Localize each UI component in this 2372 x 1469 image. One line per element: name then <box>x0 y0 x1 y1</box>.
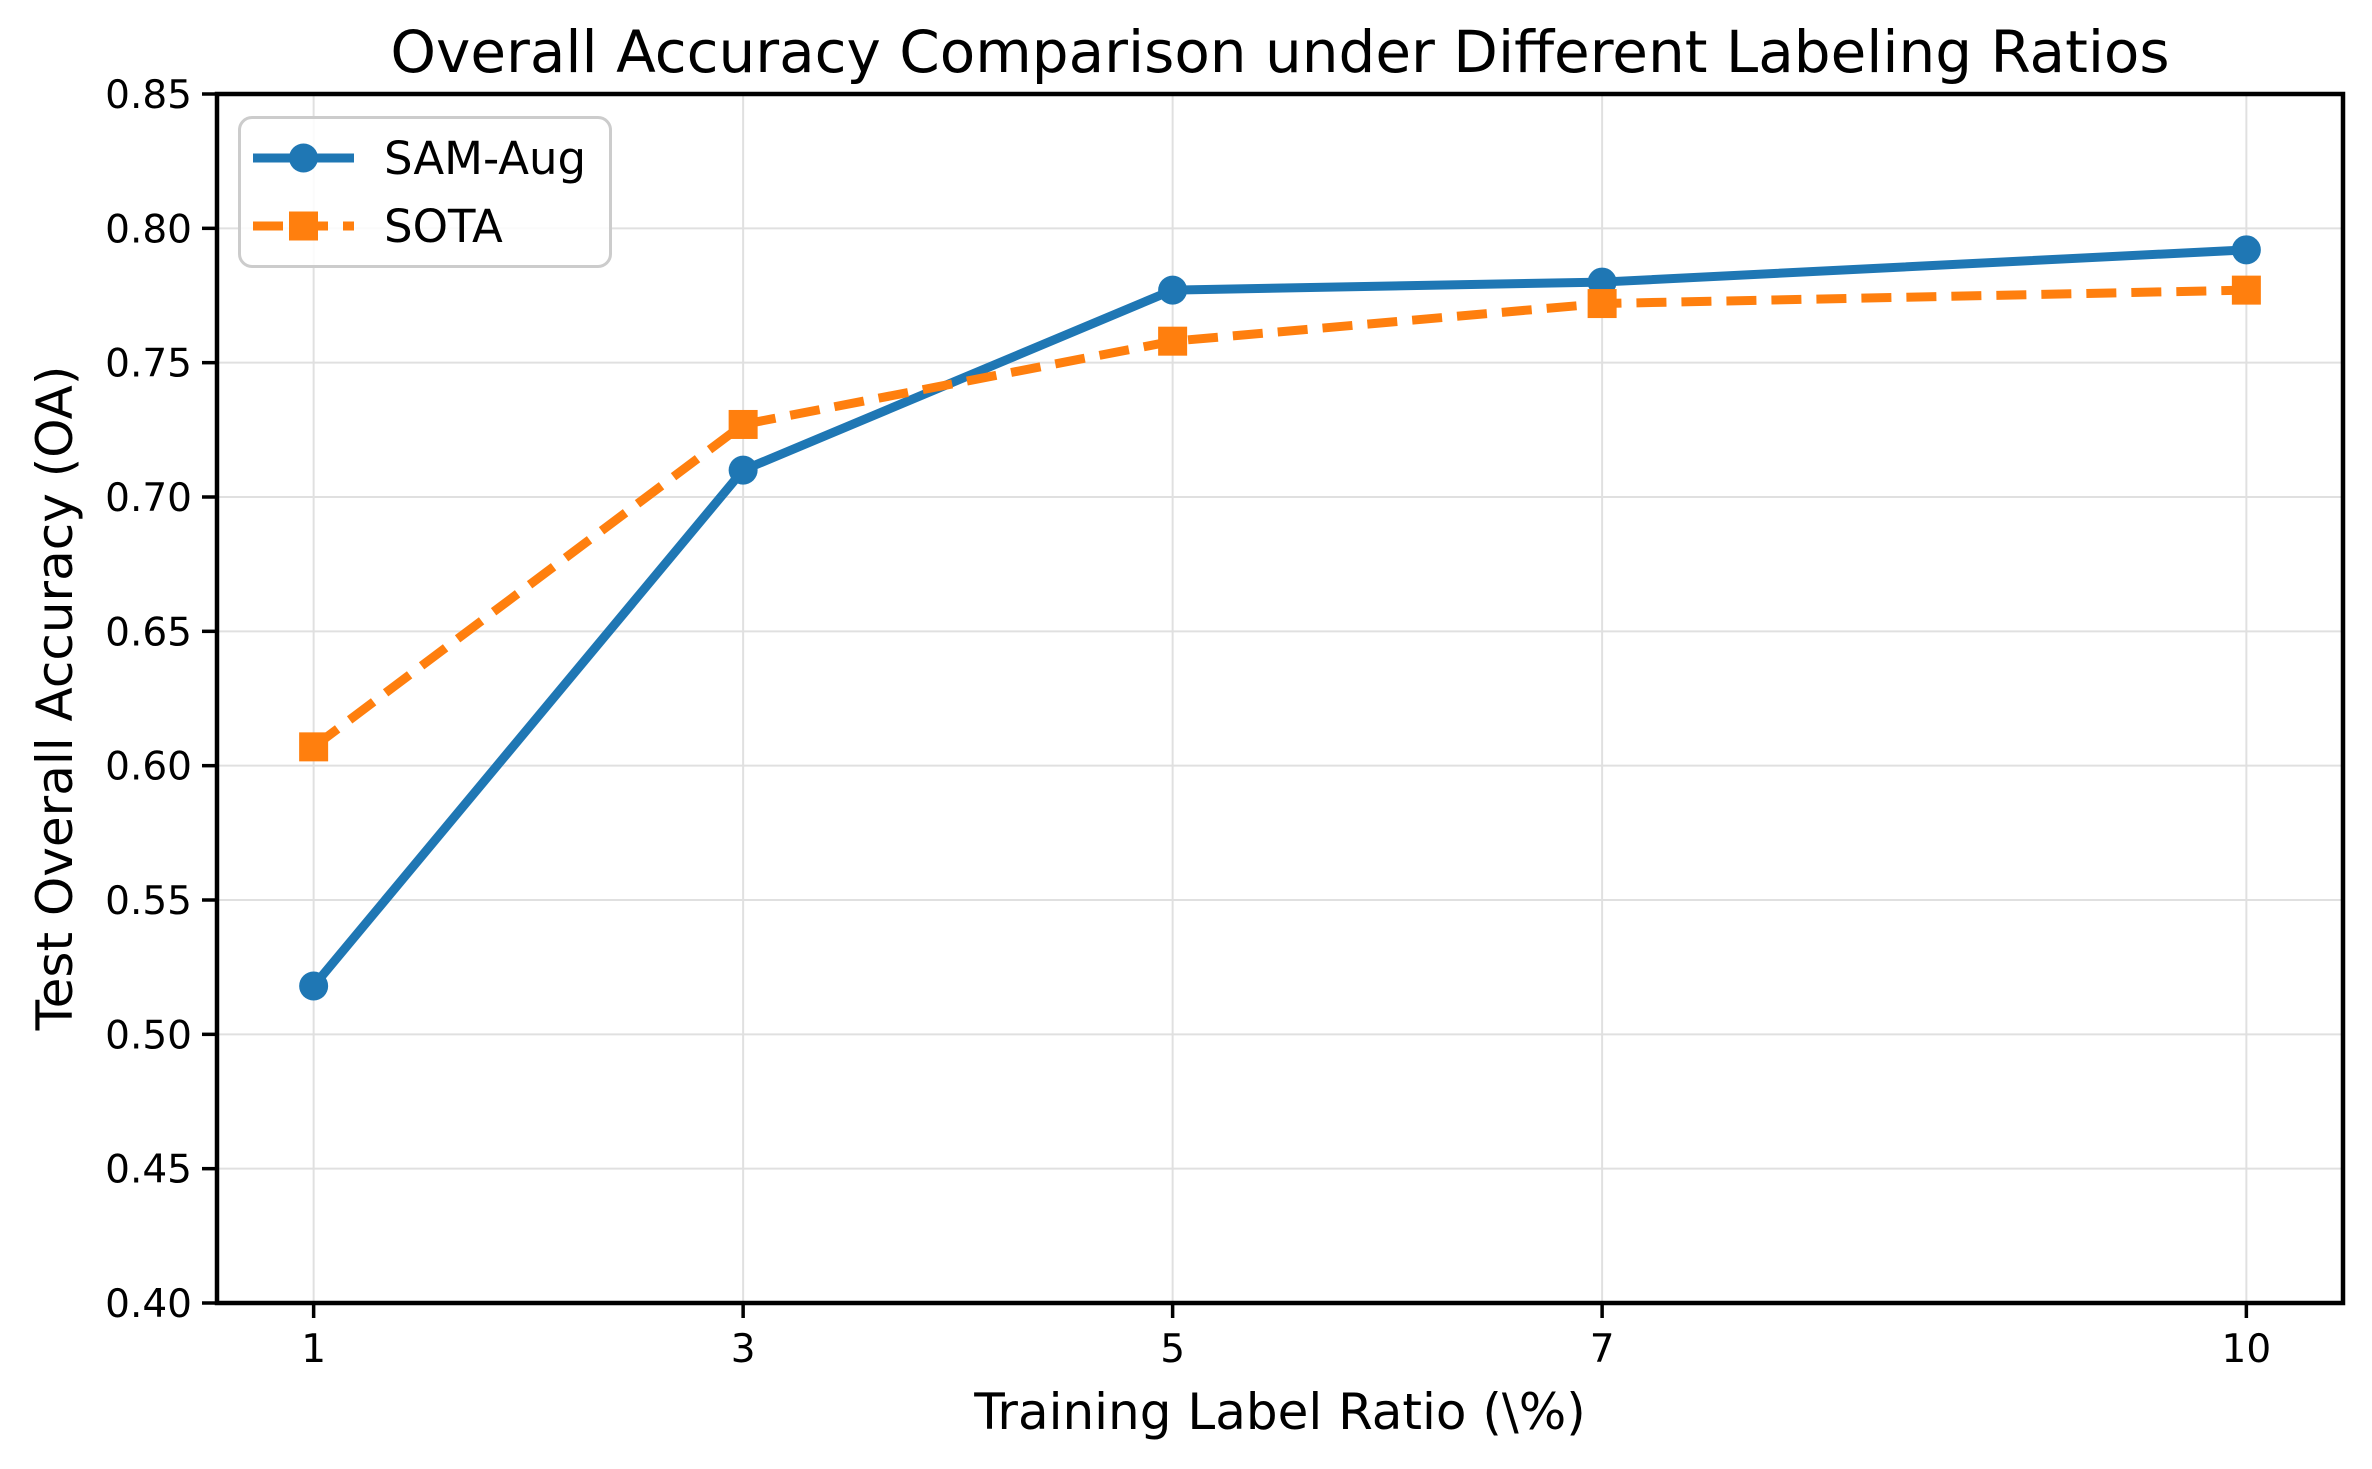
data-point-marker-sam-aug <box>2231 235 2261 265</box>
legend-line-sample-sota <box>253 211 354 241</box>
data-point-marker-sota <box>299 732 329 762</box>
y-tick-label: 0.75 <box>105 342 192 387</box>
x-tick-label: 10 <box>2222 1327 2272 1372</box>
legend-swatch-marker-sam-aug <box>289 143 318 173</box>
y-tick-label: 0.45 <box>105 1148 192 1193</box>
legend-item-sam-aug: SAM-Aug <box>251 128 609 188</box>
data-point-marker-sota <box>1587 289 1617 319</box>
chart-title: Overall Accuracy Comparison under Differ… <box>390 18 2170 86</box>
legend-label-sota: SOTA <box>384 199 503 253</box>
axis-spine <box>214 91 2346 1306</box>
x-tick-label: 5 <box>1160 1327 1185 1372</box>
data-point-marker-sam-aug <box>299 971 329 1001</box>
data-point-marker-sota <box>1158 326 1188 356</box>
data-point-marker-sota <box>728 409 758 439</box>
x-tick-label: 7 <box>1590 1327 1615 1372</box>
y-tick-label: 0.65 <box>105 610 192 655</box>
y-tick-label: 0.40 <box>105 1282 192 1327</box>
data-point-marker-sota <box>2231 275 2261 305</box>
legend-swatch-marker-sota <box>289 211 318 241</box>
y-tick-label: 0.50 <box>105 1013 192 1058</box>
legend: SAM-Aug SOTA <box>238 116 612 268</box>
y-tick-label: 0.70 <box>105 476 192 521</box>
legend-line-sample-sam-aug <box>253 143 354 173</box>
legend-item-sota: SOTA <box>251 196 609 256</box>
x-tick-label: 1 <box>301 1327 326 1372</box>
x-axis-label: Training Label Ratio (\%) <box>974 1383 1586 1441</box>
data-point-marker-sam-aug <box>1158 275 1188 305</box>
series-line-sam-aug <box>310 245 2247 989</box>
legend-label-sam-aug: SAM-Aug <box>384 131 587 185</box>
x-tick-label: 3 <box>731 1327 756 1372</box>
y-tick-label: 0.55 <box>105 879 192 924</box>
y-axis-label: Test Overall Accuracy (OA) <box>26 365 84 1031</box>
data-point-marker-sam-aug <box>728 455 758 485</box>
y-tick-label: 0.60 <box>105 745 192 790</box>
series-line-sota <box>310 285 2247 751</box>
y-tick-label: 0.85 <box>105 73 192 118</box>
y-tick-label: 0.80 <box>105 207 192 252</box>
